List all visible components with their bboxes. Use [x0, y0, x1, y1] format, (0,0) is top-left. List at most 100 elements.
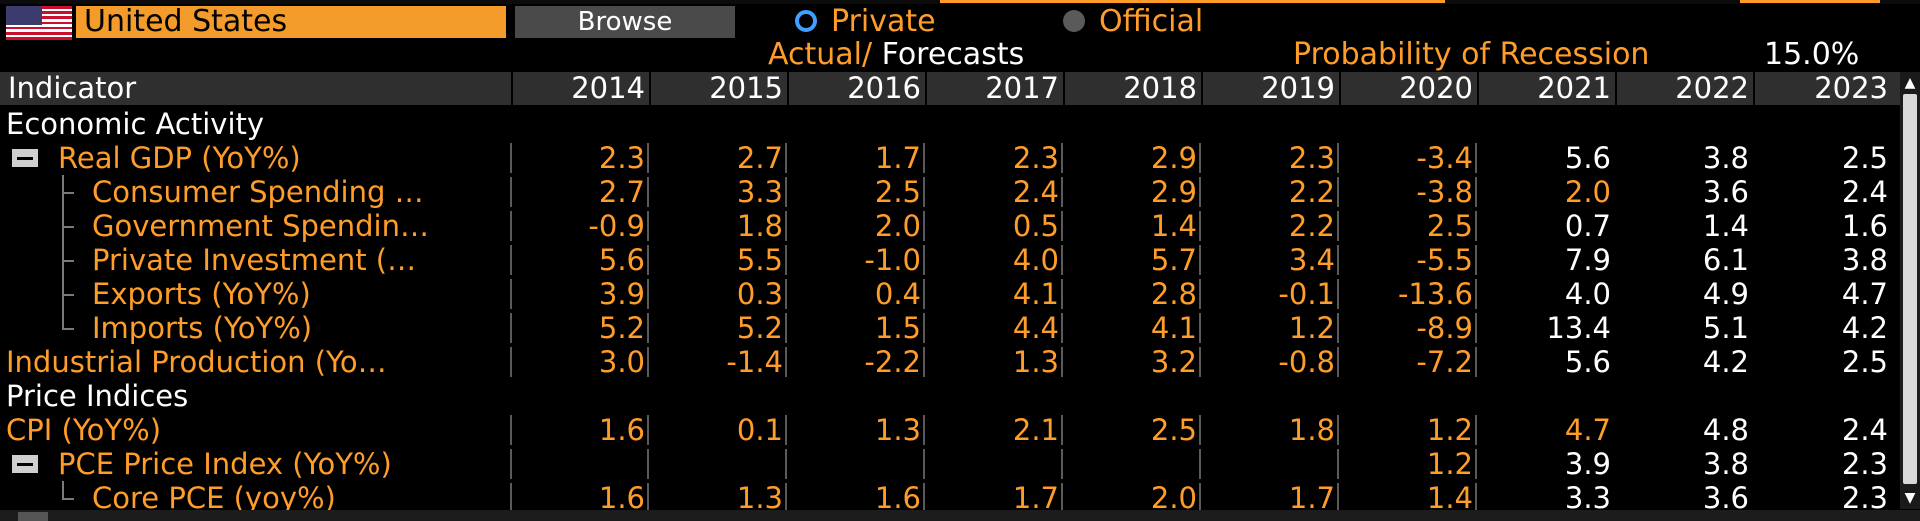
- value-cell[interactable]: 1.6: [874, 481, 921, 515]
- column-header-year[interactable]: 2023: [1814, 71, 1888, 105]
- value-cell[interactable]: 0.7: [1564, 209, 1611, 243]
- value-cell[interactable]: 4.8: [1702, 413, 1749, 447]
- value-cell[interactable]: 2.8: [1150, 277, 1197, 311]
- column-header-year[interactable]: 2018: [1123, 71, 1197, 105]
- value-cell[interactable]: 1.4: [1702, 209, 1749, 243]
- value-cell[interactable]: 1.6: [598, 413, 645, 447]
- value-cell[interactable]: 2.5: [874, 175, 921, 209]
- value-cell[interactable]: 2.7: [736, 141, 783, 175]
- value-cell[interactable]: [929, 447, 1059, 481]
- collapse-icon[interactable]: [12, 149, 38, 167]
- value-cell[interactable]: [653, 447, 783, 481]
- value-cell[interactable]: 4.1: [1012, 277, 1059, 311]
- column-header-indicator[interactable]: Indicator: [8, 71, 137, 105]
- value-cell[interactable]: 2.2: [1288, 209, 1335, 243]
- value-cell[interactable]: 1.7: [1012, 481, 1059, 515]
- column-header-year[interactable]: 2022: [1675, 71, 1749, 105]
- value-cell[interactable]: 1.8: [1288, 413, 1335, 447]
- collapse-icon[interactable]: [12, 455, 38, 473]
- scroll-up-icon[interactable]: ▲: [1904, 75, 1916, 91]
- value-cell[interactable]: 2.4: [1841, 175, 1888, 209]
- value-cell[interactable]: 1.8: [736, 209, 783, 243]
- value-cell[interactable]: 3.8: [1702, 141, 1749, 175]
- value-cell[interactable]: 3.8: [1702, 447, 1749, 481]
- column-header-year[interactable]: 2020: [1399, 71, 1473, 105]
- value-cell[interactable]: 1.3: [874, 413, 921, 447]
- table-row[interactable]: Core PCE (yoy%) 1.6 1.3 1.6 1.7 2.0 1.7 1.4 3.3 3…: [0, 481, 1900, 515]
- table-row[interactable]: Private Investment (… 5.6 5.5 -1.0 4.0 5.7 3.4…: [0, 243, 1900, 277]
- table-row[interactable]: Imports (YoY%) 5.2 5.2 1.5 4.4 4.1 1.2 -8.9 13.4…: [0, 311, 1900, 345]
- value-cell[interactable]: 5.7: [1150, 243, 1197, 277]
- value-cell[interactable]: 0.5: [1012, 209, 1059, 243]
- value-cell[interactable]: 1.4: [1150, 209, 1197, 243]
- value-cell[interactable]: 2.5: [1150, 413, 1197, 447]
- value-cell[interactable]: 4.9: [1702, 277, 1749, 311]
- value-cell[interactable]: [1205, 447, 1335, 481]
- value-cell[interactable]: 2.3: [1841, 447, 1888, 481]
- value-cell[interactable]: 1.4: [1426, 481, 1473, 515]
- table-row[interactable]: CPI (YoY%) 1.6 0.1 1.3 2.1 2.5 1.8 1.2 4.7 4.8 2.4: [0, 413, 1900, 447]
- value-cell[interactable]: 1.3: [1012, 345, 1059, 379]
- value-cell[interactable]: 1.6: [598, 481, 645, 515]
- column-header-year[interactable]: 2016: [847, 71, 921, 105]
- value-cell[interactable]: 4.2: [1702, 345, 1749, 379]
- column-header-year[interactable]: 2019: [1261, 71, 1335, 105]
- value-cell[interactable]: 4.0: [1012, 243, 1059, 277]
- us-flag-icon[interactable]: [6, 6, 72, 40]
- category-row[interactable]: Economic Activity: [0, 107, 1900, 141]
- radio-private[interactable]: Private: [795, 6, 936, 38]
- value-cell[interactable]: -0.1: [1278, 277, 1335, 311]
- value-cell[interactable]: 2.0: [874, 209, 921, 243]
- value-cell[interactable]: -1.4: [726, 345, 783, 379]
- value-cell[interactable]: 4.7: [1564, 413, 1611, 447]
- value-cell[interactable]: 5.6: [1564, 345, 1611, 379]
- value-cell[interactable]: 0.3: [736, 277, 783, 311]
- value-cell[interactable]: 2.4: [1841, 413, 1888, 447]
- value-cell[interactable]: 3.9: [598, 277, 645, 311]
- value-cell[interactable]: 0.4: [874, 277, 921, 311]
- value-cell[interactable]: -0.8: [1278, 345, 1335, 379]
- value-cell[interactable]: [515, 447, 645, 481]
- value-cell[interactable]: -3.8: [1416, 175, 1473, 209]
- table-row[interactable]: PCE Price Index (YoY%) 1.2 3.9 3.8 2.3: [0, 447, 1900, 481]
- value-cell[interactable]: 1.5: [874, 311, 921, 345]
- value-cell[interactable]: 5.6: [598, 243, 645, 277]
- value-cell[interactable]: 2.4: [1012, 175, 1059, 209]
- value-cell[interactable]: 13.4: [1546, 311, 1611, 345]
- value-cell[interactable]: 2.0: [1564, 175, 1611, 209]
- value-cell[interactable]: -5.5: [1416, 243, 1473, 277]
- table-row[interactable]: Government Spendin… -0.9 1.8 2.0 0.5 1.4 2.2 2.…: [0, 209, 1900, 243]
- value-cell[interactable]: 6.1: [1702, 243, 1749, 277]
- value-cell[interactable]: 3.8: [1841, 243, 1888, 277]
- value-cell[interactable]: -0.9: [588, 209, 645, 243]
- value-cell[interactable]: 2.5: [1841, 345, 1888, 379]
- column-header-year[interactable]: 2015: [709, 71, 783, 105]
- category-row[interactable]: Price Indices: [0, 379, 1900, 413]
- column-header-year[interactable]: 2021: [1537, 71, 1611, 105]
- value-cell[interactable]: 2.5: [1841, 141, 1888, 175]
- value-cell[interactable]: 5.5: [736, 243, 783, 277]
- value-cell[interactable]: -8.9: [1416, 311, 1473, 345]
- value-cell[interactable]: 4.1: [1150, 311, 1197, 345]
- value-cell[interactable]: 2.2: [1288, 175, 1335, 209]
- table-row[interactable]: Real GDP (YoY%) 2.3 2.7 1.7 2.3 2.9 2.3 -3.4 5.6…: [0, 141, 1900, 175]
- value-cell[interactable]: 1.7: [1288, 481, 1335, 515]
- table-row[interactable]: Exports (YoY%) 3.9 0.3 0.4 4.1 2.8 -0.1 -13.6 4.…: [0, 277, 1900, 311]
- value-cell[interactable]: 4.0: [1564, 277, 1611, 311]
- value-cell[interactable]: 2.9: [1150, 141, 1197, 175]
- value-cell[interactable]: 1.7: [874, 141, 921, 175]
- bottom-button[interactable]: [18, 512, 48, 521]
- browse-button[interactable]: Browse: [515, 6, 735, 38]
- value-cell[interactable]: 1.6: [1841, 209, 1888, 243]
- value-cell[interactable]: 2.5: [1426, 209, 1473, 243]
- value-cell[interactable]: 3.3: [1564, 481, 1611, 515]
- value-cell[interactable]: 4.4: [1012, 311, 1059, 345]
- value-cell[interactable]: 0.1: [736, 413, 783, 447]
- country-field[interactable]: United States: [76, 6, 506, 38]
- value-cell[interactable]: 2.3: [1841, 481, 1888, 515]
- value-cell[interactable]: 4.2: [1841, 311, 1888, 345]
- value-cell[interactable]: 2.7: [598, 175, 645, 209]
- value-cell[interactable]: 3.4: [1288, 243, 1335, 277]
- value-cell[interactable]: 3.6: [1702, 175, 1749, 209]
- value-cell[interactable]: 3.0: [598, 345, 645, 379]
